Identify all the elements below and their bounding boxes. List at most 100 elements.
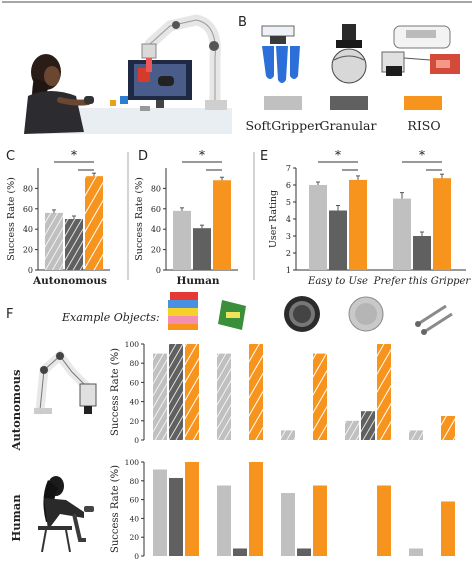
y-tick-label: 60	[23, 205, 33, 214]
y-axis-label: Success Rate (%)	[6, 177, 17, 261]
y-tick-label: 7	[286, 164, 291, 173]
legend-swatch-granular	[330, 96, 368, 110]
y-tick-label: 100	[125, 340, 140, 349]
significance-star: *	[419, 148, 425, 162]
y-axis-label: Success Rate (%)	[110, 348, 121, 436]
y-tick-label: 80	[151, 184, 161, 193]
y-tick-label: 6	[286, 181, 291, 190]
x-category-label: Easy to Use	[307, 276, 368, 287]
bar-softgripper	[173, 210, 191, 270]
y-tick-label: 40	[129, 514, 139, 523]
significance-star: *	[335, 148, 341, 162]
bar-riso	[349, 179, 367, 270]
bar-softgripper-coin	[345, 420, 359, 440]
y-tick-label: 2	[286, 249, 291, 258]
y-tick-label: 60	[151, 205, 161, 214]
seated-person-icon	[38, 476, 94, 553]
y-tick-label: 0	[28, 266, 33, 275]
panel-label-d: D	[138, 149, 148, 164]
granular-gripper-icon	[331, 24, 367, 84]
y-axis-label: Success Rate (%)	[134, 177, 145, 261]
legend-label-riso: RISO	[407, 118, 440, 133]
bar-granular-lid	[297, 548, 311, 556]
object-coin-icon	[348, 296, 384, 332]
bar-softgripper-blocks	[153, 353, 167, 440]
bar-riso-screws	[441, 501, 455, 556]
y-axis-label: Success Rate (%)	[110, 465, 121, 553]
gamepad-icon	[158, 76, 174, 86]
bar-riso-lid	[313, 485, 327, 556]
robot-arm-photo-icon	[34, 349, 97, 415]
example-objects-label: Example Objects:	[61, 311, 160, 324]
y-tick-label: 3	[286, 232, 291, 241]
bar-riso-chip-bag	[249, 344, 263, 440]
bar-riso-lid	[313, 353, 327, 440]
bar-riso-coin	[377, 344, 391, 440]
bar-softgripper-chip-bag	[217, 485, 231, 556]
legend-label-softgripper: SoftGripper	[245, 118, 320, 133]
bar-granular	[65, 219, 83, 270]
legend-label-granular: Granular	[320, 118, 377, 133]
row-label-human: Human	[9, 494, 23, 542]
object-blocks-icon	[168, 292, 198, 330]
bar-softgripper-lid	[281, 493, 295, 556]
bar-granular	[193, 228, 211, 270]
x-axis-label: Human	[176, 275, 219, 287]
panel-label-b: B	[238, 15, 247, 30]
y-tick-label: 5	[286, 198, 291, 207]
bar-riso-blocks	[185, 344, 199, 440]
y-tick-label: 100	[125, 458, 140, 467]
panel-a-photo: A	[6, 8, 234, 136]
bar-softgripper	[45, 212, 63, 270]
bar-softgripper	[393, 198, 411, 270]
bar-riso-chip-bag	[249, 462, 263, 556]
bar-softgripper-chip-bag	[217, 353, 231, 440]
y-tick-label: 20	[129, 417, 139, 426]
y-tick-label: 0	[156, 266, 161, 275]
y-tick-label: 80	[129, 477, 139, 486]
bar-softgripper-screws	[409, 430, 423, 440]
legend-swatch-riso	[404, 96, 442, 110]
bar-granular-coin	[361, 411, 375, 440]
y-tick-label: 0	[134, 552, 139, 561]
object-lid-icon	[284, 296, 320, 332]
bar-riso-screws	[441, 416, 455, 440]
bar-granular-blocks	[169, 344, 183, 440]
panel-label-c: C	[6, 149, 15, 164]
bar-softgripper	[309, 185, 327, 270]
panel-label-f: F	[6, 307, 13, 322]
bar-riso-blocks	[185, 462, 199, 556]
y-tick-label: 60	[129, 378, 139, 387]
x-axis-label: Autonomous	[32, 275, 107, 287]
x-category-label: Prefer this Gripper	[373, 276, 472, 287]
chart-f-autonomous: 0 20 40 60 80 100 Success Rate (%)	[110, 340, 455, 445]
softgripper-icon	[261, 25, 300, 83]
y-axis-label: User Rating	[268, 190, 279, 248]
y-tick-label: 40	[23, 225, 33, 234]
y-tick-label: 20	[129, 533, 139, 542]
y-tick-label: 40	[129, 398, 139, 407]
bar-softgripper-screws	[409, 548, 423, 556]
significance-star: *	[199, 148, 205, 162]
bar-riso-coin	[377, 485, 391, 556]
significance-star: *	[71, 148, 77, 162]
object-chip-bag-icon	[218, 300, 246, 330]
bar-riso	[213, 180, 231, 270]
y-tick-label: 60	[129, 496, 139, 505]
chart-f-human: 0 20 40 60 80 100 Success Rate (%)	[110, 458, 455, 561]
bar-granular-blocks	[169, 477, 183, 556]
bar-softgripper-lid	[281, 430, 295, 440]
bar-riso	[433, 178, 451, 270]
riso-gripper-icon	[381, 25, 460, 76]
y-tick-label: 80	[23, 184, 33, 193]
y-tick-label: 20	[23, 246, 33, 255]
bar-granular	[329, 210, 347, 270]
desk-surface	[40, 108, 232, 134]
y-tick-label: 80	[129, 359, 139, 368]
chart-c: 0 20 40 60 80 Success Rate (%) * Autonomous	[6, 148, 110, 287]
y-tick-label: 4	[286, 215, 291, 224]
chart-e: 1 2 3 4 5 6 7 User Rating * Easy to Use * Prefer th…	[268, 148, 471, 287]
y-tick-label: 0	[134, 436, 139, 445]
y-tick-label: 20	[151, 246, 161, 255]
